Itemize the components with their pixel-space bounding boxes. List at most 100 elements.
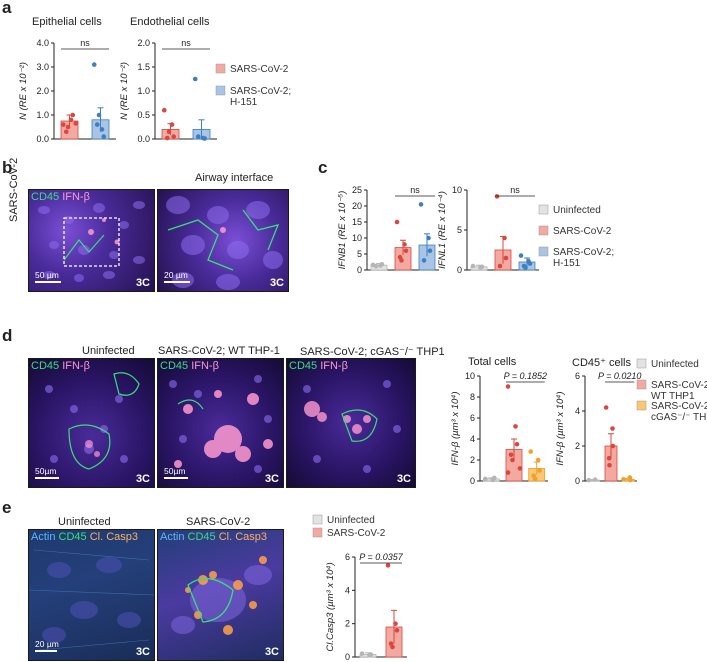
e-title-uninfected: Uninfected: [58, 516, 111, 528]
data-point: [202, 136, 208, 141]
label-cd45: CD45: [187, 531, 216, 543]
legend-swatch: [312, 527, 323, 538]
micro-texture: [29, 549, 154, 651]
data-point: [610, 426, 615, 431]
panel-letter-b: b: [2, 158, 13, 177]
y-tick-label: 1.0: [137, 86, 150, 96]
legend-label: Uninfected: [553, 205, 601, 216]
data-point: [96, 112, 102, 118]
y-axis-label: IFN-β (µm³ x 10⁴): [450, 391, 461, 465]
panel-letter-e: e: [2, 498, 12, 517]
data-point: [503, 255, 509, 261]
tag-3c: 3C: [396, 473, 411, 485]
tag-3c: 3C: [264, 646, 279, 658]
data-point: [502, 235, 507, 241]
label-ifn: IFN-β: [191, 360, 219, 372]
legend-swatch: [636, 400, 647, 411]
scale-bar: [164, 477, 188, 479]
micro-image-e1: Actin CD45 Cl. Casp3 20 µm 3C: [28, 529, 155, 661]
label-actin: Actin: [160, 531, 185, 543]
data-point: [73, 121, 79, 126]
data-point: [510, 457, 515, 463]
y-tick-label: 0.0: [36, 134, 49, 144]
data-point: [164, 135, 170, 141]
legend-swatch: [215, 63, 226, 74]
data-point: [603, 405, 609, 410]
d-title-wt: SARS-CoV-2; WT THP-1: [158, 345, 280, 357]
legend-label: Uninfected: [327, 515, 375, 526]
data-point: [505, 470, 511, 475]
data-point: [421, 258, 427, 263]
data-point: [586, 477, 592, 483]
y-tick-label: 0: [345, 652, 350, 662]
sig-label: P = 0.0210: [598, 371, 641, 381]
data-point: [592, 477, 598, 482]
y-axis-label: Cl.Casp3 (µm³ x 10⁴): [325, 562, 336, 651]
legend-e: Uninfected SARS-CoV-2: [312, 514, 386, 539]
scale-label: 20 µm: [35, 639, 59, 649]
y-tick-label: 10: [452, 185, 462, 195]
data-point: [393, 621, 398, 626]
panel-letter-a: a: [2, 0, 12, 17]
legend-swatch: [538, 225, 549, 236]
data-point: [627, 477, 633, 483]
label-cd45: CD45: [31, 360, 60, 372]
data-point: [394, 628, 400, 633]
chart-e1: 0 2 4 6 Cl.Casp3 (µm³ x 10⁴) P = 0.0357: [325, 552, 407, 662]
y-tick-label: 4: [470, 434, 475, 444]
panel-letter-d: d: [2, 326, 13, 345]
label-casp: Cl. Casp3: [218, 531, 268, 543]
data-point: [169, 122, 175, 127]
micro-texture: [38, 201, 145, 282]
legend-swatch: [636, 379, 647, 390]
legend-label: SARS-CoV-2,: [651, 380, 707, 391]
data-point: [195, 134, 201, 139]
legend-swatch: [215, 85, 226, 96]
data-point: [528, 449, 533, 454]
data-point: [418, 202, 424, 207]
y-tick-label: 0: [575, 476, 580, 486]
data-point: [606, 455, 612, 461]
y-tick-label: 4: [345, 585, 350, 595]
data-point: [65, 124, 71, 130]
e-title-sars: SARS-CoV-2: [186, 516, 251, 528]
data-point: [394, 219, 400, 225]
data-point: [94, 122, 100, 127]
data-point: [513, 424, 518, 429]
micro-image-b1: CD45 IFN-β 50 µm 3C: [28, 189, 155, 292]
y-axis-label: IFN-β (µm³ x 10⁴): [555, 391, 566, 465]
data-point: [399, 258, 404, 263]
d-title-uninfected: Uninfected: [82, 345, 135, 357]
data-point: [402, 242, 407, 247]
chart-d2: 0 2 4 6 IFN-β (µm³ x 10⁴) P = 0.0210: [555, 371, 641, 486]
y-tick-label: 0.5: [137, 110, 150, 120]
y-tick-label: 4: [575, 406, 580, 416]
micro-image-d1: CD45 IFN-β 50µm 3C: [28, 358, 155, 488]
y-tick-label: 2: [345, 619, 350, 629]
y-tick-label: 4.0: [36, 38, 49, 48]
y-tick-label: 0: [470, 476, 475, 486]
data-point: [517, 466, 523, 471]
panel-letter-c: c: [318, 158, 328, 177]
data-point: [68, 117, 74, 123]
y-tick-label: 2: [470, 455, 475, 465]
legend-label: SARS-CoV-2;: [553, 247, 614, 258]
tag-3c: 3C: [135, 473, 150, 485]
data-point: [479, 264, 485, 270]
sig-label: ns: [510, 185, 520, 195]
y-tick-label: 10: [465, 371, 475, 381]
data-point: [527, 261, 533, 266]
y-tick-label: 3.0: [36, 62, 49, 72]
sig-label: P = 0.0357: [359, 552, 403, 562]
sig-label: ns: [410, 185, 420, 195]
chart-a2: 0.0 0.5 1.0 1.5 2.0 N (RE x 10⁻²) ns: [119, 38, 217, 144]
label-casp: Cl. Casp3: [89, 531, 139, 543]
y-tick-label: 2.0: [36, 86, 49, 96]
y-axis-label: IFNL1 (RE x 10⁻⁴): [437, 191, 448, 269]
data-point: [523, 265, 528, 270]
y-axis-label: IFNB1 (RE x 10⁻⁵): [337, 191, 348, 270]
y-tick-label: 0.0: [137, 134, 150, 144]
micro-image-d3: CD45 IFN-β 3C: [286, 358, 416, 488]
label-ifn: IFN-β: [62, 191, 90, 203]
tag-3c: 3C: [264, 473, 279, 485]
